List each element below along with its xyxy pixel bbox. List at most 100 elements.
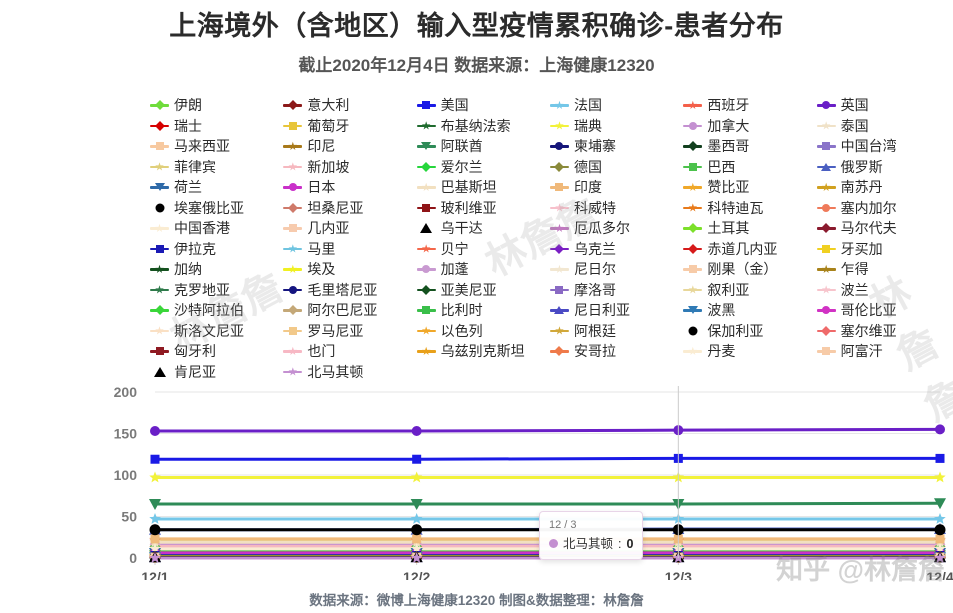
legend-item[interactable]: 加蓬: [416, 259, 550, 280]
legend-item[interactable]: 埃塞俄比亚: [150, 198, 283, 219]
legend-item[interactable]: 牙买加: [816, 239, 950, 260]
series-data-point[interactable]: [150, 534, 160, 544]
legend-item[interactable]: 坦桑尼亚: [283, 198, 416, 219]
legend-item[interactable]: 菲律宾: [150, 157, 283, 178]
legend-item[interactable]: 伊拉克: [150, 239, 283, 260]
legend-item[interactable]: 巴西: [683, 157, 816, 178]
legend-item[interactable]: 叙利亚: [683, 280, 816, 301]
legend-item[interactable]: 伊朗: [150, 95, 283, 116]
legend-item[interactable]: 葡萄牙: [283, 116, 416, 137]
series-data-point[interactable]: [412, 534, 422, 544]
legend-item[interactable]: 也门: [283, 341, 416, 362]
series-data-point[interactable]: [411, 426, 422, 437]
legend-item[interactable]: 印尼: [283, 136, 416, 157]
legend-item[interactable]: 安哥拉: [549, 341, 683, 362]
series-data-point[interactable]: [934, 552, 946, 563]
legend-item[interactable]: 阿尔巴尼亚: [283, 300, 416, 321]
legend-item[interactable]: 几内亚: [283, 218, 416, 239]
legend-item[interactable]: 比利时: [416, 300, 550, 321]
legend-item[interactable]: 沙特阿拉伯: [150, 300, 283, 321]
legend-item[interactable]: 刚果（金）: [683, 259, 816, 280]
legend-item[interactable]: 波黑: [683, 300, 816, 321]
legend-item[interactable]: 法国: [549, 95, 683, 116]
legend-item[interactable]: 北马其顿: [283, 362, 416, 383]
legend-item[interactable]: 丹麦: [683, 341, 816, 362]
series-data-point[interactable]: [149, 499, 161, 511]
legend-item[interactable]: 美国: [416, 95, 550, 116]
series-data-point[interactable]: [935, 534, 945, 544]
legend-item[interactable]: 乌兹别克斯坦: [416, 341, 550, 362]
legend-item[interactable]: 马来西亚: [150, 136, 283, 157]
legend-item[interactable]: 南苏丹: [816, 177, 950, 198]
legend-item[interactable]: 科特迪瓦: [683, 198, 816, 219]
legend-item[interactable]: 保加利亚: [683, 321, 816, 342]
series-data-point[interactable]: [410, 552, 423, 563]
legend-item[interactable]: 巴基斯坦: [416, 177, 550, 198]
series-data-point[interactable]: [935, 424, 945, 435]
legend-item[interactable]: 克罗地亚: [150, 280, 283, 301]
series-data-point[interactable]: [934, 524, 946, 536]
legend-item[interactable]: 阿联酋: [416, 136, 550, 157]
legend-item[interactable]: 加拿大: [683, 116, 816, 137]
legend-item[interactable]: 肯尼亚: [150, 362, 283, 383]
legend-item[interactable]: 科威特: [549, 198, 683, 219]
legend-item[interactable]: 俄罗斯: [816, 157, 950, 178]
legend-item[interactable]: 以色列: [416, 321, 550, 342]
legend-item[interactable]: 阿富汗: [816, 341, 950, 362]
legend-item[interactable]: 印度: [549, 177, 683, 198]
legend-item[interactable]: 德国: [549, 157, 683, 178]
legend-item[interactable]: 意大利: [283, 95, 416, 116]
legend-item[interactable]: 赞比亚: [683, 177, 816, 198]
legend-item[interactable]: 瑞士: [150, 116, 283, 137]
legend-item[interactable]: 墨西哥: [683, 136, 816, 157]
legend-item[interactable]: 摩洛哥: [549, 280, 683, 301]
legend-item[interactable]: 加纳: [150, 259, 283, 280]
legend-item[interactable]: 尼日尔: [549, 259, 683, 280]
series-data-point[interactable]: [149, 512, 161, 524]
series-data-point[interactable]: [150, 454, 160, 464]
series-data-point[interactable]: [412, 454, 422, 464]
legend-item[interactable]: 中国台湾: [816, 136, 950, 157]
legend-item[interactable]: 新加坡: [283, 157, 416, 178]
legend-item[interactable]: 塞内加尔: [816, 198, 950, 219]
legend-item[interactable]: 西班牙: [683, 95, 816, 116]
legend-item[interactable]: 斯洛文尼亚: [150, 321, 283, 342]
legend-item[interactable]: 亚美尼亚: [416, 280, 550, 301]
legend-item[interactable]: 乍得: [816, 259, 950, 280]
series-data-point[interactable]: [150, 426, 160, 437]
legend-item[interactable]: 塞尔维亚: [816, 321, 950, 342]
legend-item[interactable]: 厄瓜多尔: [549, 218, 683, 239]
series-data-point[interactable]: [411, 524, 423, 536]
series-data-point[interactable]: [934, 512, 946, 524]
legend-item[interactable]: 哥伦比亚: [816, 300, 950, 321]
legend-item[interactable]: 日本: [283, 177, 416, 198]
legend-item[interactable]: 玻利维亚: [416, 198, 550, 219]
series-data-point[interactable]: [934, 471, 946, 483]
legend-item[interactable]: 柬埔寨: [549, 136, 683, 157]
legend-item[interactable]: 尼日利亚: [549, 300, 683, 321]
series-data-point[interactable]: [934, 498, 946, 510]
legend-item[interactable]: 爱尔兰: [416, 157, 550, 178]
series-data-point[interactable]: [934, 542, 946, 554]
legend-item[interactable]: 英国: [816, 95, 950, 116]
series-data-point[interactable]: [149, 552, 161, 563]
legend-item[interactable]: 马里: [283, 239, 416, 260]
legend-item[interactable]: 乌干达: [417, 218, 550, 239]
legend-item[interactable]: 荷兰: [150, 177, 283, 198]
series-data-point[interactable]: [410, 542, 423, 554]
legend-item[interactable]: 瑞典: [549, 116, 683, 137]
legend-item[interactable]: 阿根廷: [549, 321, 683, 342]
legend-item[interactable]: 乌克兰: [549, 239, 683, 260]
series-data-point[interactable]: [149, 524, 161, 536]
legend-item[interactable]: 埃及: [283, 259, 416, 280]
line-chart[interactable]: 0 50 100 150 200 12/1 12/2 12/3 12/4: [0, 380, 953, 580]
legend-item[interactable]: 匈牙利: [150, 341, 283, 362]
legend-item[interactable]: 马尔代夫: [816, 218, 950, 239]
legend-item[interactable]: 罗马尼亚: [283, 321, 416, 342]
legend-item[interactable]: 毛里塔尼亚: [283, 280, 416, 301]
legend-item[interactable]: 贝宁: [416, 239, 550, 260]
series-data-point[interactable]: [935, 453, 945, 463]
series-data-point[interactable]: [149, 471, 161, 483]
legend-item[interactable]: 中国香港: [150, 218, 283, 239]
legend-item[interactable]: 布基纳法索: [416, 116, 550, 137]
